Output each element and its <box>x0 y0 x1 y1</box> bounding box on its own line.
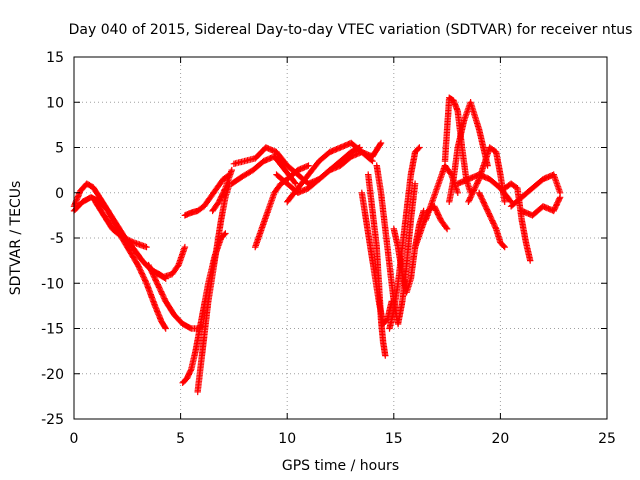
series-arc24 <box>446 99 491 205</box>
series-marks <box>209 166 235 215</box>
y-tick-label: 0 <box>55 186 64 202</box>
x-tick-label: 0 <box>70 431 79 447</box>
y-tick-label: -15 <box>41 322 64 338</box>
x-axis-label: GPS time / hours <box>282 458 399 474</box>
y-tick-label: -5 <box>50 231 64 247</box>
x-tick-label: 25 <box>598 431 616 447</box>
y-tick-label: 10 <box>46 95 64 111</box>
series-arc3 <box>92 198 150 251</box>
series-arc29 <box>507 171 564 210</box>
series-arc5 <box>145 261 206 332</box>
x-tick-label: 15 <box>385 431 403 447</box>
series-arc10 <box>230 144 312 187</box>
series-arc21 <box>411 203 451 251</box>
series-arc26 <box>465 144 508 205</box>
series-marks <box>305 139 385 187</box>
y-tick-label: 15 <box>46 50 64 66</box>
series-arc7 <box>194 180 233 396</box>
series-marks <box>181 171 233 219</box>
series-arc8 <box>181 171 233 219</box>
series-marks <box>411 203 451 251</box>
series-marks <box>70 194 169 332</box>
x-axis: 0 5 10 15 20 25 <box>70 57 616 447</box>
grid <box>74 57 607 419</box>
series-marks <box>92 198 150 251</box>
series-marks <box>507 171 564 210</box>
series-marks <box>475 189 508 251</box>
series-arc27 <box>475 189 508 251</box>
y-axis-label: SDTVAR / TECUs <box>8 181 24 296</box>
series-arc2 <box>70 194 169 332</box>
series-marks <box>145 261 206 332</box>
series-arc15 <box>305 139 385 187</box>
series-arc9 <box>209 166 235 215</box>
series-marks <box>465 144 508 205</box>
y-axis: -25 -20 -15 -10 -5 0 5 10 15 <box>41 50 607 428</box>
series-arc17 <box>365 171 389 359</box>
series-arc12 <box>228 153 299 187</box>
series-marks <box>446 99 491 205</box>
y-tick-label: -20 <box>41 367 64 383</box>
y-tick-label: 5 <box>55 141 64 157</box>
y-tick-label: -10 <box>41 276 64 292</box>
data-marks <box>70 94 564 396</box>
series-marks <box>230 144 312 187</box>
series-marks <box>194 180 233 396</box>
x-tick-label: 10 <box>278 431 296 447</box>
chart-title: Day 040 of 2015, Sidereal Day-to-day VTE… <box>69 22 633 38</box>
x-tick-label: 5 <box>176 431 185 447</box>
series-marks <box>228 153 299 187</box>
series-marks <box>518 194 564 219</box>
y-tick-label: -25 <box>41 412 64 428</box>
series-marks <box>365 171 389 359</box>
series-arc30 <box>518 194 564 219</box>
x-tick-label: 20 <box>491 431 509 447</box>
